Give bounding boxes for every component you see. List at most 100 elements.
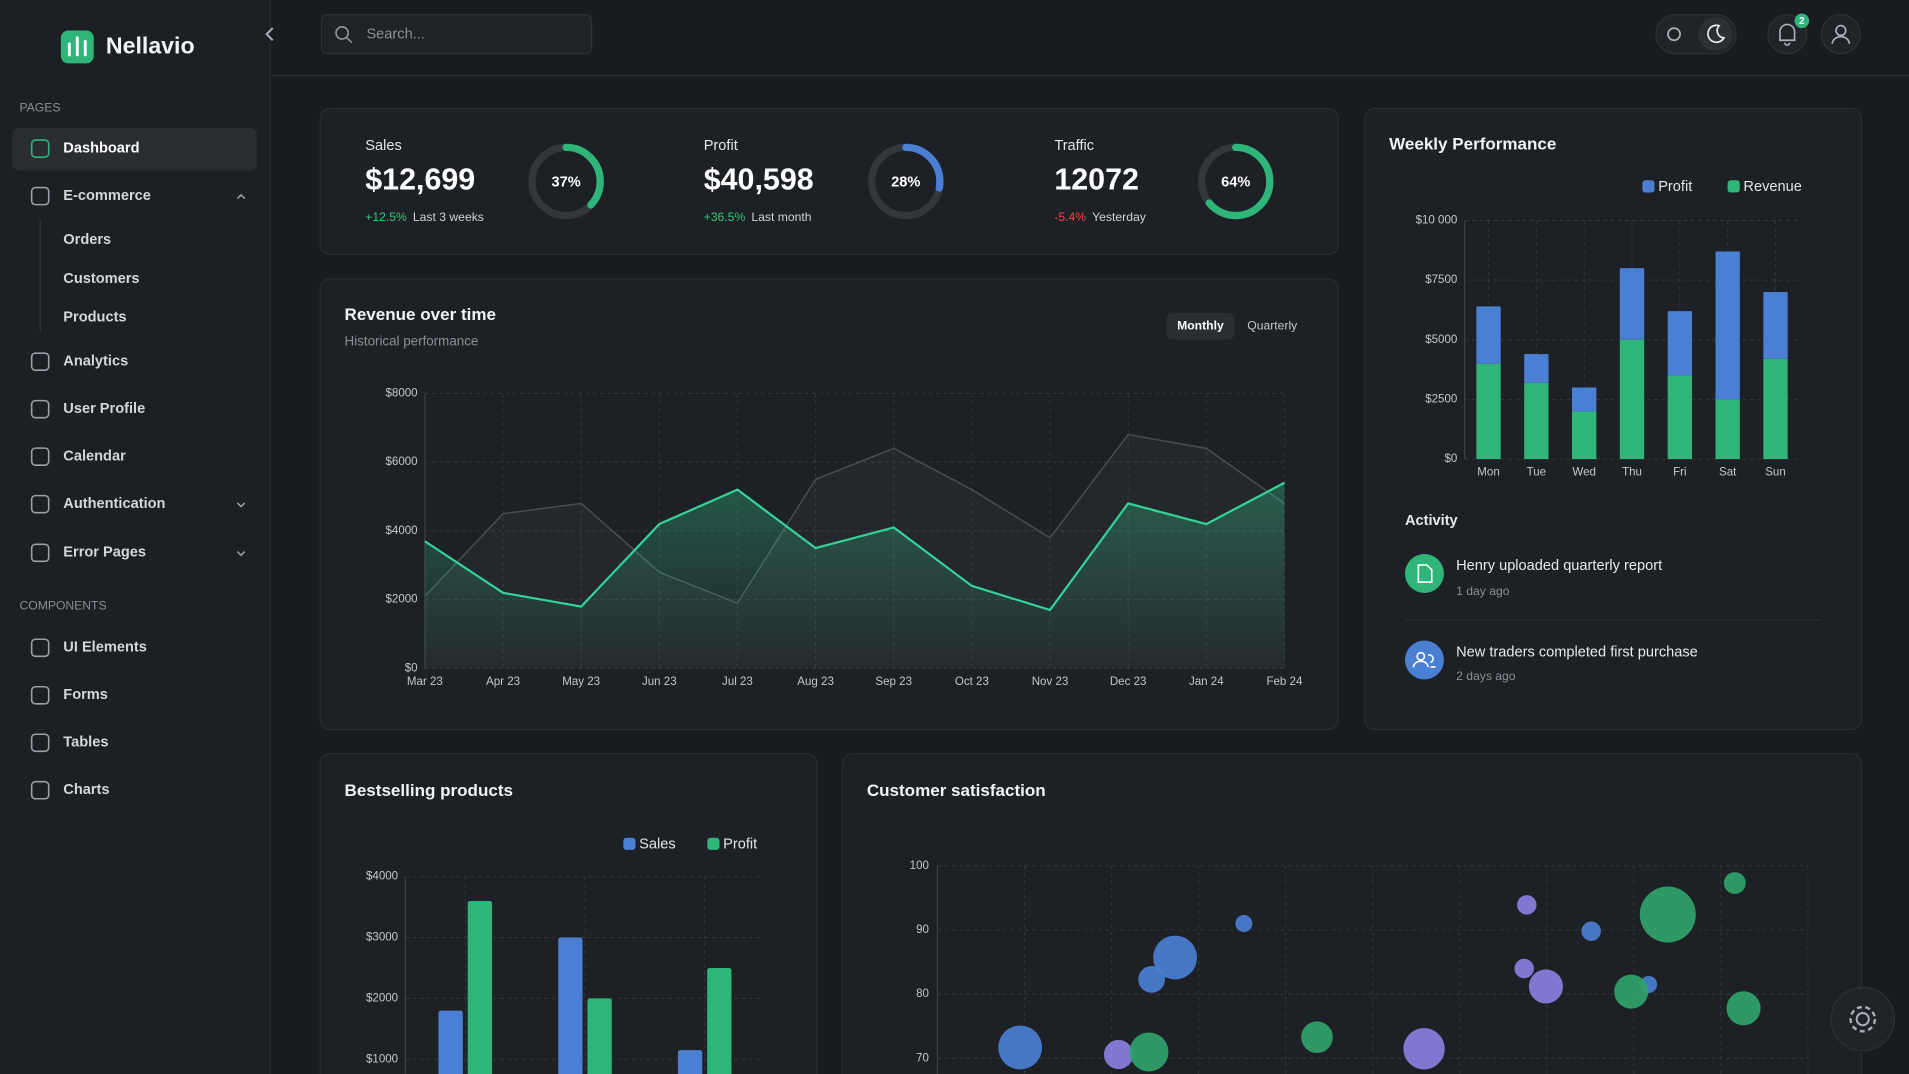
nav-item[interactable]: UI Elements (63, 640, 147, 656)
nav-item[interactable]: Analytics (63, 354, 128, 370)
bar-segment (1763, 292, 1788, 359)
kpi-value: $12,699 (365, 163, 475, 197)
y-tick-label: $0 (405, 663, 418, 675)
kpi-ring-label: 28% (891, 175, 920, 191)
legend-label[interactable]: Profit (1658, 179, 1692, 195)
nav-item[interactable]: Customers (63, 271, 139, 287)
y-tick-label: $2000 (385, 594, 417, 606)
bar (677, 1050, 703, 1074)
bar-segment (1763, 358, 1788, 460)
y-tick-label: $0 (1444, 453, 1457, 465)
bubble (1403, 1028, 1445, 1070)
search-box[interactable] (320, 14, 593, 55)
x-tick-label: Dec 23 (1110, 676, 1147, 688)
bubble (1614, 974, 1649, 1009)
bubble (1129, 1032, 1169, 1072)
bell-icon (1779, 23, 1796, 46)
nav-item[interactable]: User Profile (63, 401, 145, 417)
x-tick-label: Fri (1673, 467, 1686, 479)
settings-icon (1855, 1012, 1870, 1027)
x-tick-label: Jul 23 (722, 676, 753, 688)
activity-text: Henry uploaded quarterly report (1456, 558, 1662, 574)
collapse-button[interactable] (265, 27, 274, 41)
x-tick-label: Mar 23 (407, 676, 443, 688)
series-line (424, 433, 1285, 605)
nav-section-title: COMPONENTS (19, 599, 106, 613)
kpi-change: +36.5% (704, 210, 746, 224)
bar (558, 937, 583, 1074)
legend-label[interactable]: Sales (639, 836, 676, 852)
nav-item[interactable]: Calendar (63, 449, 126, 465)
bubble (1235, 914, 1253, 933)
y-tick-label: 70 (916, 1052, 929, 1064)
sun-icon[interactable] (1667, 27, 1681, 42)
nav-item[interactable]: Products (63, 310, 126, 326)
bar-segment (1524, 382, 1549, 460)
nav-item[interactable]: Forms (63, 687, 108, 703)
activity-icon (1404, 554, 1444, 594)
nav-item[interactable]: Tables (63, 735, 108, 751)
nav-item[interactable]: E-commerce (63, 188, 151, 204)
y-tick-label: $4000 (385, 525, 417, 537)
chart-title: Customer satisfaction (867, 781, 1046, 800)
kpi-label: Profit (704, 138, 738, 154)
active-nav-highlight (12, 127, 257, 171)
x-tick-label: Feb 24 (1266, 676, 1303, 688)
x-tick-label: Aug 23 (797, 676, 834, 688)
nav-item[interactable]: Error Pages (63, 545, 146, 561)
user-button[interactable] (1820, 14, 1861, 55)
y-tick-label: $4000 (366, 871, 398, 883)
settings-button[interactable] (1830, 986, 1895, 1052)
legend-swatch (1642, 180, 1655, 193)
nav-chevron (236, 193, 246, 200)
chart-title: Weekly Performance (1389, 134, 1556, 153)
activity-text: New traders completed first purchase (1456, 645, 1698, 661)
bar-segment (1715, 399, 1740, 460)
search-icon (335, 26, 350, 40)
legend-label[interactable]: Profit (723, 836, 757, 852)
nav-icon (30, 494, 50, 514)
nav-icon (30, 352, 50, 371)
x-tick-label: May 23 (562, 676, 600, 688)
bubble (1138, 965, 1165, 993)
x-tick-label: Apr 23 (486, 676, 520, 688)
x-tick-label: Nov 23 (1032, 676, 1069, 688)
x-tick-label: Tue (1527, 467, 1546, 479)
bar-segment (1572, 411, 1597, 460)
bubble (1528, 969, 1563, 1004)
legend-swatch (1727, 180, 1740, 193)
chart-tab[interactable]: Quarterly (1247, 319, 1298, 333)
tab-active[interactable] (1166, 312, 1235, 340)
nav-item[interactable]: Authentication (63, 496, 165, 512)
chart-subtitle: Historical performance (345, 334, 479, 349)
bubble (1301, 1021, 1333, 1054)
nav-item[interactable]: Charts (63, 782, 109, 798)
nav-section-title: PAGES (19, 101, 60, 115)
nav-icon (30, 139, 50, 158)
x-tick-label: Jun 23 (642, 676, 677, 688)
brand-name: Nellavio (106, 33, 195, 59)
nav-item[interactable]: Dashboard (63, 140, 139, 156)
brand-logo-bars (67, 36, 87, 57)
activity-time: 1 day ago (1456, 584, 1510, 598)
x-tick-label: Sun (1765, 467, 1786, 479)
bubble (1153, 935, 1198, 980)
series-line (424, 481, 1285, 612)
chart-tab[interactable]: Monthly (1177, 319, 1224, 333)
y-tick-label: $2500 (1425, 393, 1457, 405)
legend-label[interactable]: Revenue (1743, 179, 1801, 195)
y-tick-label: $10 000 (1416, 215, 1458, 227)
nav-item[interactable]: Orders (63, 232, 111, 248)
moon-button[interactable] (1698, 17, 1733, 52)
nav-icon (30, 638, 50, 658)
x-tick-label: Sat (1719, 467, 1737, 479)
kpi-period: Yesterday (1092, 210, 1147, 224)
x-tick-label: Mon (1477, 467, 1499, 479)
legend-swatch (623, 837, 636, 850)
bubble (1581, 921, 1601, 941)
kpi-ring (1197, 143, 1274, 220)
bar-segment (1619, 268, 1645, 340)
y-tick-label: $8000 (385, 387, 417, 399)
activity-icon (1404, 640, 1444, 680)
